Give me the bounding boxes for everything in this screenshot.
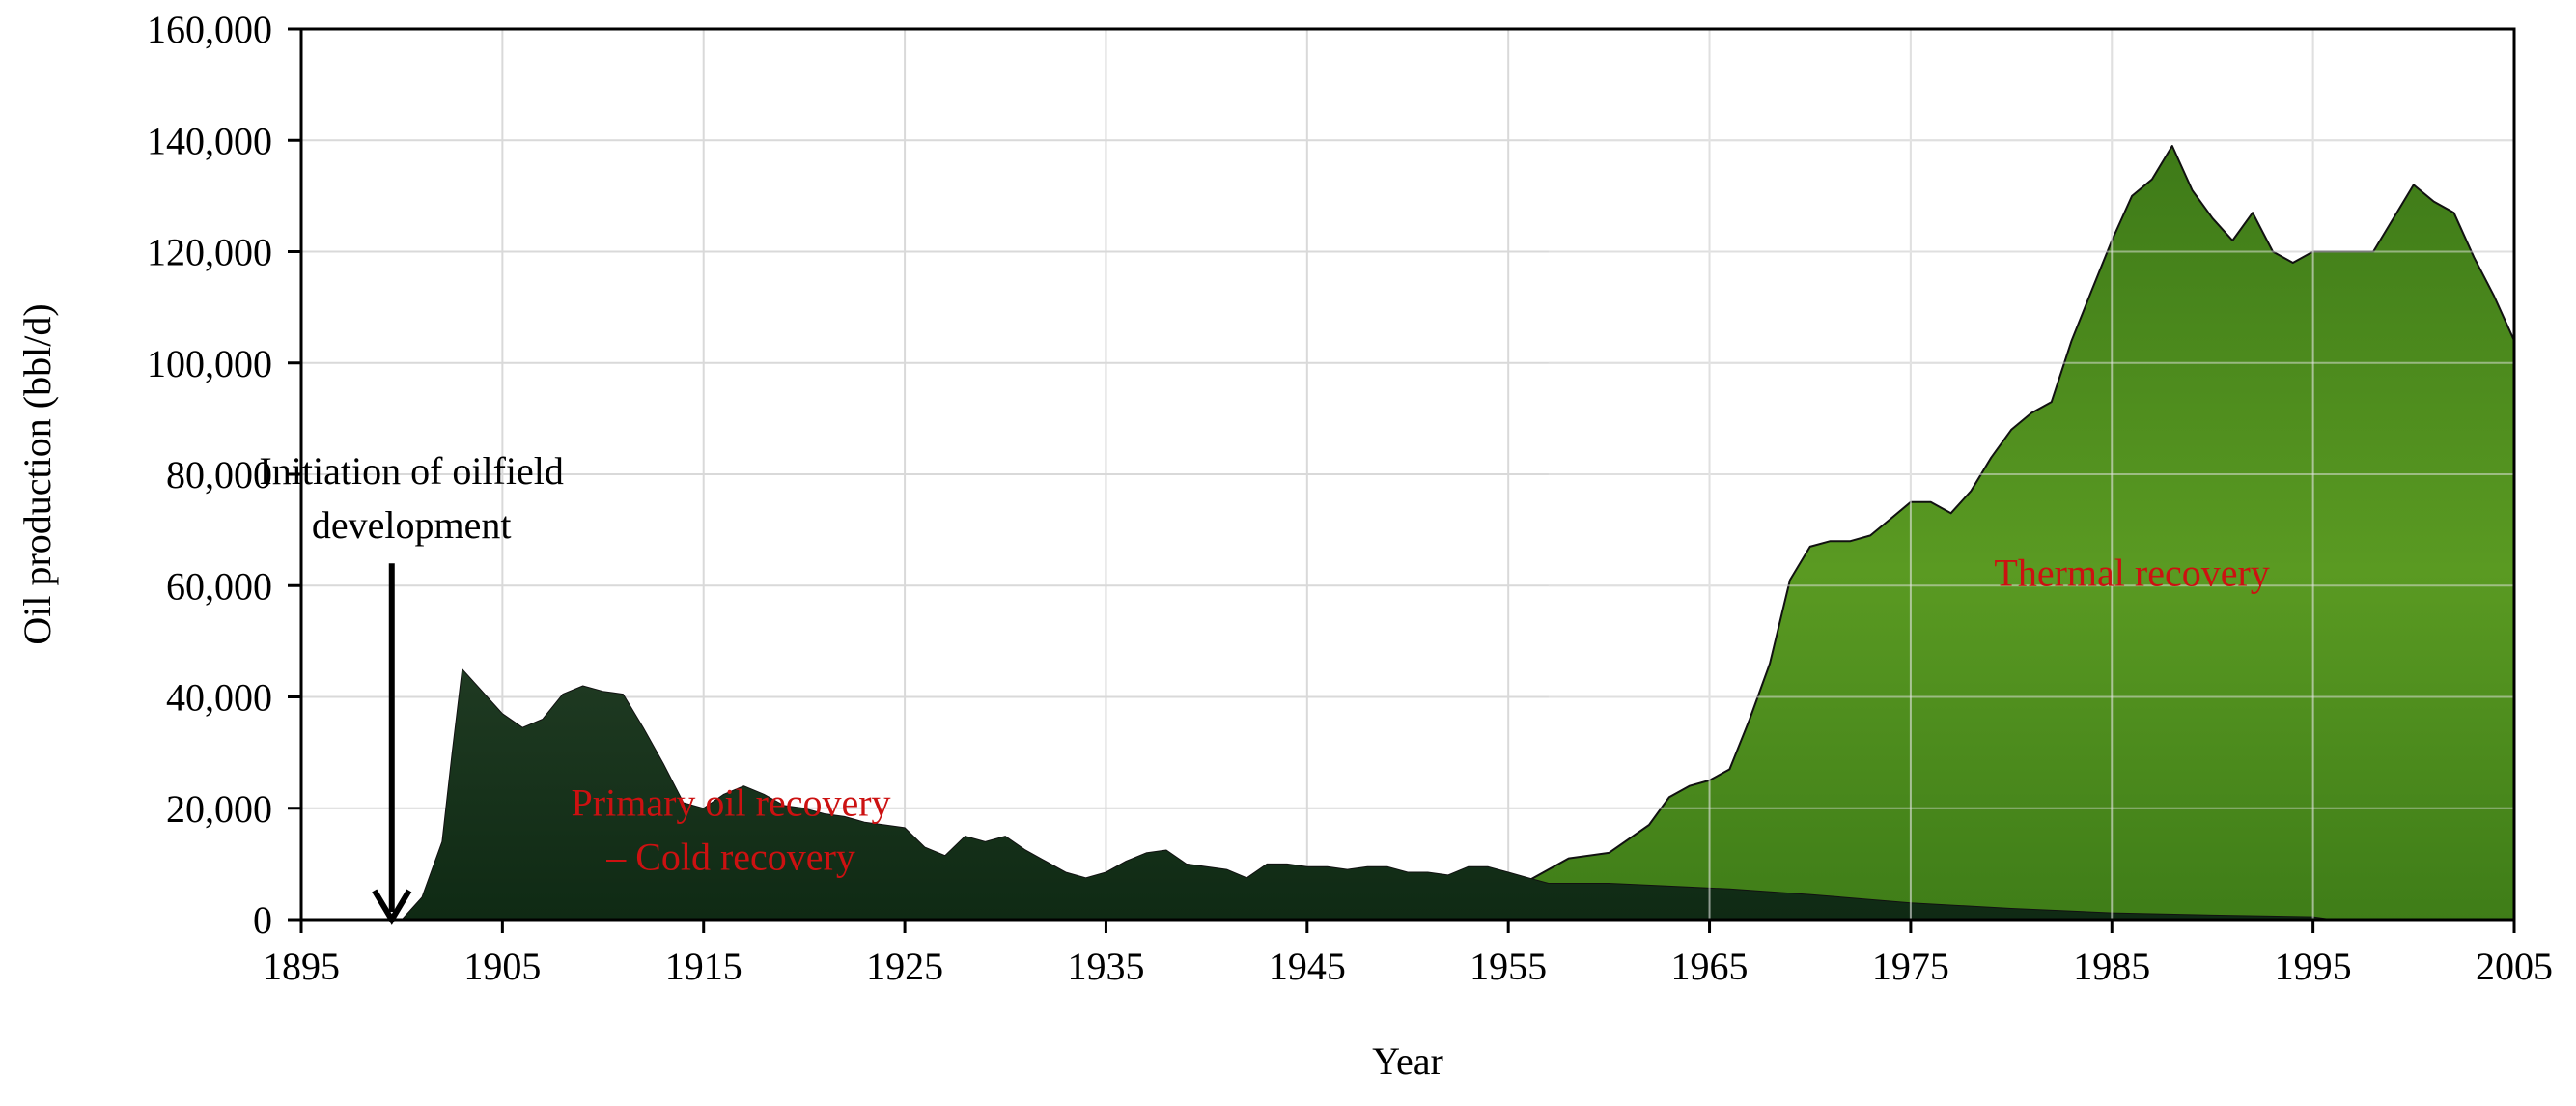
x-tick-label: 1975 (1872, 945, 1949, 988)
area-cold-recovery (401, 668, 2334, 921)
annotation-text: Initiation of oilfield (259, 449, 564, 493)
annotation-text: – Cold recovery (605, 835, 855, 878)
x-tick-label: 1925 (866, 945, 943, 988)
y-axis-label: Oil production (bbl/d) (15, 303, 59, 644)
x-tick-label: 1915 (665, 945, 742, 988)
y-tick-label: 60,000 (166, 564, 272, 608)
y-tick-label: 100,000 (147, 342, 272, 385)
y-tick-label: 20,000 (166, 787, 272, 831)
y-tick-label: 160,000 (147, 8, 272, 51)
annotation-text: Primary oil recovery (572, 780, 891, 824)
area-thermal-recovery (1527, 145, 2515, 921)
arrow-head (372, 889, 412, 925)
x-tick-label: 1945 (1269, 945, 1346, 988)
x-tick-label: 1905 (463, 945, 541, 988)
x-tick-label: 1995 (2275, 945, 2352, 988)
x-tick-label: 1965 (1671, 945, 1749, 988)
y-tick-label: 0 (253, 898, 272, 942)
y-tick-label: 120,000 (147, 231, 272, 274)
y-tick-label: 140,000 (147, 119, 272, 162)
y-tick-label: 80,000 (166, 453, 272, 496)
x-tick-label: 2005 (2476, 945, 2553, 988)
annotation-text: Thermal recovery (1994, 551, 2269, 594)
x-tick-label: 1895 (263, 945, 340, 988)
annotation-cold-recovery: Primary oil recovery – Cold recovery (572, 780, 891, 878)
x-tick-label: 1985 (2073, 945, 2150, 988)
x-tick-label: 1955 (1470, 945, 1547, 988)
y-tick-label: 40,000 (166, 676, 272, 720)
annotation-initiation: Initiation of oilfield development (259, 449, 564, 925)
x-axis-label: Year (1372, 1039, 1443, 1083)
x-tick-label: 1935 (1067, 945, 1144, 988)
annotation-thermal-recovery: Thermal recovery (1994, 551, 2269, 594)
annotation-text: development (312, 503, 512, 547)
axis-ticks: 1895 1905 1915 1925 1935 1945 1955 1965 1975 1985… (147, 8, 2553, 988)
annotations: Initiation of oilfield development Primary… (259, 449, 2270, 925)
